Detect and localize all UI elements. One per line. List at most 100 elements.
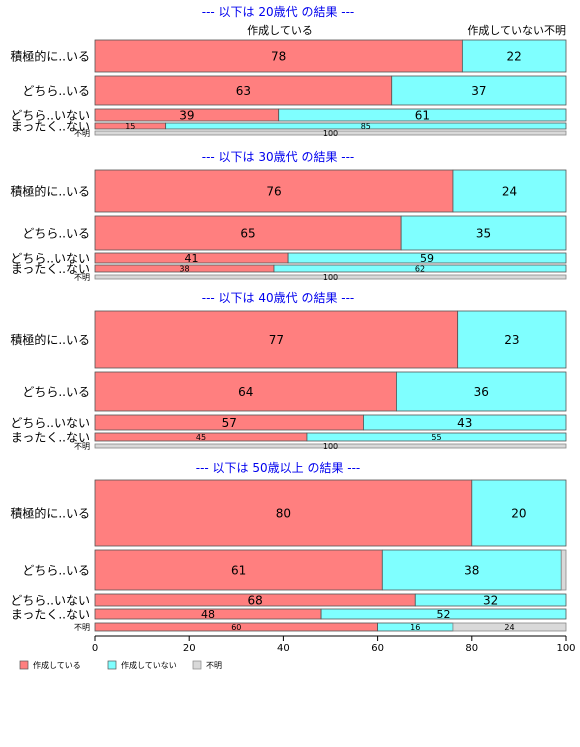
row-label: どちら..いる (22, 385, 90, 399)
legend-swatch (19, 660, 29, 670)
data-label: 80 (276, 506, 291, 520)
x-tick-label: 60 (371, 643, 384, 654)
data-label: 60 (231, 623, 241, 632)
data-label: 48 (201, 608, 215, 621)
data-label: 78 (271, 49, 286, 63)
data-label: 24 (504, 623, 514, 632)
panel-4: --- 以下は 50歳以上 の結果 --- 積極的に..いる 80 20 どちら..いる… (10, 461, 567, 632)
data-label: 23 (504, 333, 519, 347)
bar-segment (452, 169, 567, 213)
bar-segment (94, 39, 463, 73)
bar-segment (94, 75, 393, 106)
data-label: 62 (415, 264, 425, 273)
data-label: 45 (196, 433, 206, 442)
data-label: 61 (415, 108, 430, 122)
data-label: 41 (185, 252, 199, 265)
bar-segment (287, 252, 567, 264)
data-label: 38 (464, 563, 479, 577)
data-label: 59 (420, 252, 434, 265)
data-label: 38 (179, 264, 189, 273)
data-label: 20 (511, 506, 526, 520)
panel-title: --- 以下は 50歳以上 の結果 --- (196, 461, 361, 475)
row-label: 不明 (74, 623, 90, 632)
row-label: どちら..いない (10, 416, 90, 430)
data-label: 100 (323, 442, 338, 451)
x-tick-label: 80 (465, 643, 478, 654)
row-label: まったく..ない (11, 607, 90, 621)
row-label: 不明 (74, 442, 90, 451)
bar-segment (94, 310, 459, 369)
data-label: 57 (222, 416, 237, 430)
x-tick-label: 40 (277, 643, 290, 654)
x-tick-label: 0 (92, 643, 98, 654)
data-label: 68 (247, 593, 262, 607)
row-label: 積極的に..いる (10, 48, 90, 63)
row-label: どちら..いない (10, 251, 90, 265)
column-header-right2-text: 不明 (544, 24, 566, 37)
bar-segment (94, 443, 567, 449)
row-label: どちら..いない (10, 108, 90, 122)
row-label: 不明 (74, 129, 90, 138)
bar-segment (320, 608, 567, 620)
row-label: まったく..ない (11, 262, 90, 276)
row-label: まったく..ない (11, 430, 90, 444)
bar-segment (94, 371, 397, 412)
bar-segment (306, 432, 567, 442)
data-label: 77 (269, 333, 284, 347)
data-label: 65 (240, 226, 255, 240)
data-label: 63 (236, 84, 251, 98)
data-label: 32 (483, 593, 498, 607)
data-label: 76 (266, 184, 281, 198)
panel-title: --- 以下は 40歳代 の結果 --- (202, 291, 355, 305)
panel-title: --- 以下は 20歳代 の結果 --- (202, 5, 355, 19)
panel-title: --- 以下は 30歳代 の結果 --- (202, 150, 355, 164)
data-label: 100 (323, 129, 338, 138)
legend-swatch (192, 660, 202, 670)
row-label: どちら..いる (22, 563, 90, 577)
data-label: 22 (507, 49, 522, 63)
bar-segment (278, 108, 567, 122)
data-label: 36 (474, 385, 489, 399)
column-header-right-text: 作成していない (467, 24, 544, 37)
row-label: まったく..ない (11, 119, 90, 133)
row-label: 不明 (74, 273, 90, 282)
data-label: 85 (361, 122, 371, 131)
bar-segment (363, 414, 567, 431)
data-label: 37 (471, 84, 486, 98)
bar-segment (400, 215, 567, 251)
panel-3: --- 以下は 40歳代 の結果 --- 積極的に..いる 77 23 どちら..いる 6… (10, 291, 567, 451)
data-label: 24 (502, 184, 517, 198)
bar-segment (461, 39, 567, 73)
column-header-left: 作成している (247, 24, 313, 37)
bar-segment (396, 371, 567, 412)
row-label: 積極的に..いる (10, 332, 90, 347)
x-tick-label: 100 (556, 643, 575, 654)
bar-segment (165, 122, 567, 130)
data-label: 43 (457, 416, 472, 430)
legend-label: 不明 (206, 661, 222, 670)
x-tick-label: 20 (183, 643, 196, 654)
legend-label: 作成していない (121, 660, 177, 670)
bar-segment (452, 622, 567, 632)
bar-segment (273, 264, 567, 273)
data-label: 55 (431, 433, 441, 442)
row-label: どちら..いる (22, 226, 90, 240)
bar-segment (414, 593, 567, 607)
data-label: 100 (323, 273, 338, 282)
bar-segment (94, 274, 567, 280)
panel-2: --- 以下は 30歳代 の結果 --- 積極的に..いる 76 24 どちら..いる 6… (10, 150, 567, 282)
bar-segment (457, 310, 567, 369)
data-label: 52 (437, 608, 451, 621)
bar-segment (94, 130, 567, 136)
legend-label: 作成している (33, 660, 81, 670)
bar-segment (391, 75, 567, 106)
column-header-right: 作成していない不明 (467, 24, 566, 37)
panel-1: --- 以下は 20歳代 の結果 --- 積極的に..いる 78 22 どちら..いる 6… (10, 5, 567, 138)
data-label: 16 (410, 623, 420, 632)
data-label: 61 (231, 563, 246, 577)
bar-segment (471, 479, 567, 547)
row-label: どちら..いない (10, 593, 90, 607)
data-label: 35 (476, 226, 491, 240)
row-label: どちら..いる (22, 84, 90, 98)
